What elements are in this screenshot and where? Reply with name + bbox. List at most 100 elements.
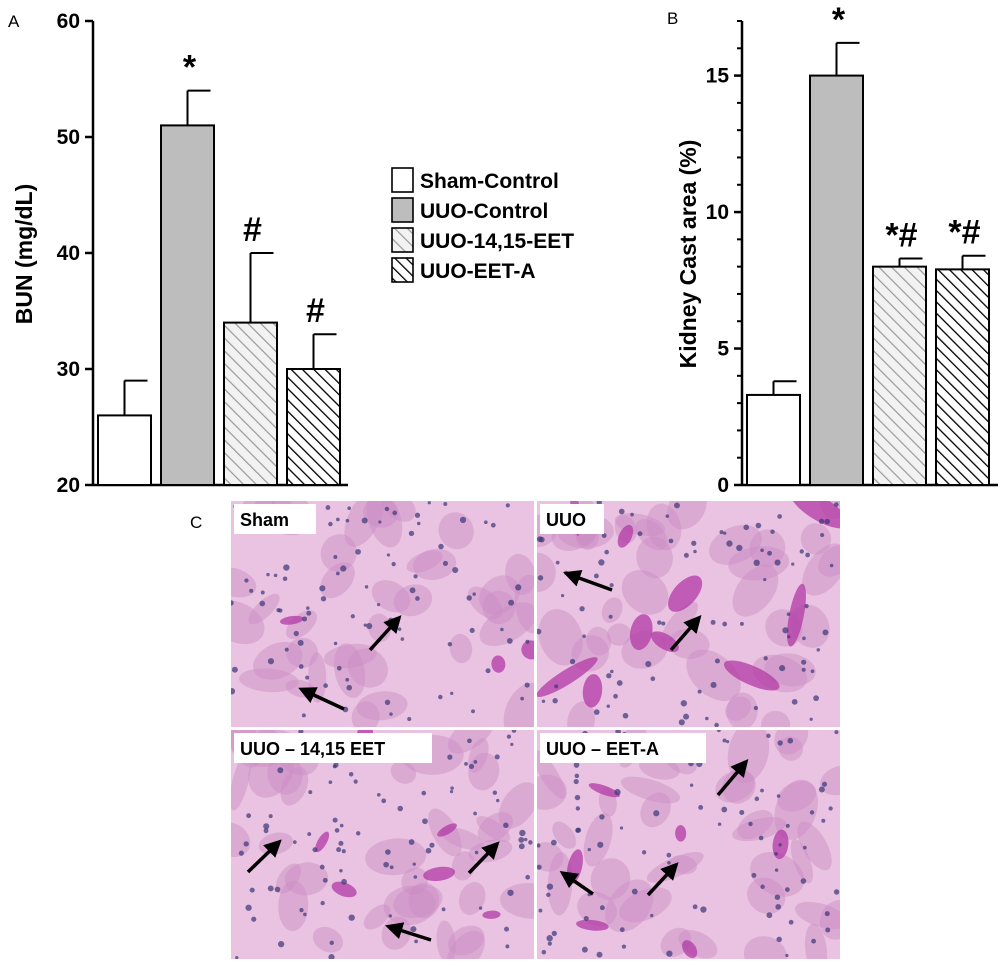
nucleus-dot (392, 510, 398, 516)
tubule-shape (312, 926, 344, 953)
nucleus-dot (537, 843, 541, 848)
nucleus-dot (775, 904, 782, 910)
nucleus-dot (409, 587, 416, 594)
nucleus-dot (307, 832, 312, 837)
nucleus-dot (381, 798, 387, 804)
y-tick-label: 40 (57, 242, 80, 265)
nucleus-dot (339, 869, 343, 873)
nucleus-dot (525, 639, 530, 644)
nucleus-dot (778, 843, 782, 847)
nucleus-dot (386, 553, 391, 557)
nucleus-dot (777, 514, 782, 519)
nucleus-dot (631, 888, 638, 895)
nucleus-dot (705, 716, 709, 721)
nucleus-dot (397, 627, 402, 631)
nucleus-dot (249, 588, 254, 593)
nucleus-dot (231, 688, 236, 695)
tubule-shape (761, 710, 791, 727)
nucleus-dot (447, 641, 453, 647)
nucleus-dot (834, 502, 839, 507)
cast-shape (787, 583, 806, 647)
nucleus-dot (829, 563, 834, 568)
tubule-shape (620, 776, 681, 804)
nucleus-dot (484, 520, 488, 525)
nucleus-dot (560, 593, 565, 598)
tubule-shape (231, 567, 257, 598)
nucleus-dot (469, 627, 475, 634)
tubule-shape (383, 885, 436, 926)
nucleus-dot (550, 839, 557, 846)
nucleus-dot (421, 790, 427, 796)
nucleus-dot (805, 552, 810, 558)
nucleus-dot (722, 738, 727, 743)
nucleus-dot (800, 878, 807, 884)
nucleus-dot (692, 904, 698, 910)
nucleus-dot (442, 560, 448, 566)
nucleus-dot (739, 810, 745, 816)
bar-uuo-eet-a (935, 268, 990, 486)
nucleus-dot (698, 805, 704, 810)
cast-shape (331, 881, 357, 898)
nucleus-dot (348, 914, 355, 921)
bun-y-axis-label: BUN (mg/dL) (11, 184, 37, 325)
nucleus-dot (231, 600, 234, 606)
nucleus-dot (268, 814, 273, 819)
nucleus-dot (802, 636, 806, 641)
cast-area-y-axis-label: Kidney Cast area (%) (675, 140, 701, 369)
nucleus-dot (345, 677, 350, 682)
nucleus-dot (619, 826, 624, 830)
tubule-shape (514, 574, 534, 634)
tubule-shape (412, 548, 457, 581)
tubule-shape (441, 827, 484, 850)
nucleus-dot (785, 823, 790, 828)
nucleus-dot (378, 520, 382, 524)
cast-area-bar-chart: 0 5 10 15 * *# *# (706, 1, 998, 497)
nucleus-dot (333, 641, 338, 646)
nucleus-dot (541, 949, 547, 955)
nucleus-dot (246, 813, 252, 819)
nucleus-dot (408, 530, 415, 537)
nucleus-dot (760, 548, 764, 553)
nucleus-dot (657, 620, 662, 625)
nucleus-dot (788, 919, 794, 925)
significance-annotation: *# (885, 216, 917, 254)
nucleus-dot (537, 628, 542, 635)
micrograph-label-box (234, 733, 432, 763)
nucleus-dot (820, 533, 825, 538)
tubule-shape (390, 761, 417, 784)
nucleus-dot (385, 849, 391, 855)
y-tick-label: 15 (706, 65, 730, 88)
nucleus-dot (606, 704, 610, 708)
nucleus-dot (824, 518, 830, 525)
bar-uuo-14-15-eet (223, 321, 278, 486)
nucleus-dot (490, 522, 496, 528)
panel-label-b: B (667, 9, 678, 28)
tubule-shape (804, 923, 828, 959)
nucleus-dot (791, 698, 798, 705)
nucleus-dot (231, 666, 238, 673)
nucleus-dot (323, 683, 328, 688)
nucleus-dot (537, 536, 543, 543)
nucleus-dot (689, 783, 694, 787)
nucleus-dot (466, 595, 472, 601)
bar-uuo-control (160, 124, 215, 487)
nucleus-dot (554, 684, 559, 689)
nucleus-dot (251, 916, 257, 922)
arrow-icon (559, 871, 594, 896)
nucleus-dot (637, 531, 643, 537)
nucleus-dot (598, 559, 605, 566)
nucleus-dot (263, 828, 269, 834)
nucleus-dot (341, 878, 347, 885)
tubule-shape (231, 822, 251, 857)
nucleus-dot (410, 926, 417, 933)
nucleus-dot (680, 700, 688, 707)
nucleus-dot (340, 565, 347, 572)
nucleus-dot (811, 938, 817, 944)
nucleus-dot (753, 705, 759, 711)
nucleus-dot (266, 572, 270, 577)
nucleus-dot (319, 585, 326, 592)
legend: Sham-Control UUO-Control UUO-14,15-EET UUO-… (391, 167, 574, 283)
tubule-shape (363, 501, 399, 528)
nucleus-dot (546, 935, 553, 942)
nucleus-dot (356, 831, 361, 836)
